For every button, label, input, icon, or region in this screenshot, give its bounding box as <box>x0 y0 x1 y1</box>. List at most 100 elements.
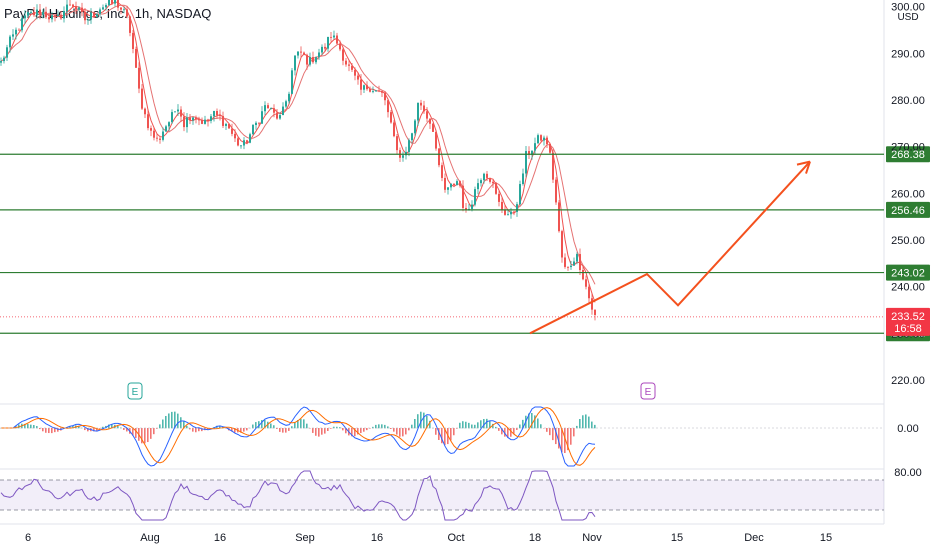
candle-body <box>48 17 50 20</box>
macd-histogram-bar <box>534 415 536 429</box>
candle-body <box>144 108 146 115</box>
candle-body <box>39 9 41 15</box>
macd-histogram-bar <box>576 425 578 429</box>
candle-body <box>411 133 413 141</box>
macd-histogram-bar <box>477 422 479 429</box>
candle-body <box>99 9 101 14</box>
macd-histogram-bar <box>45 428 47 433</box>
candle-body <box>348 64 350 66</box>
candle-body <box>42 11 44 15</box>
macd-histogram-bar <box>579 419 581 429</box>
macd-histogram-bar <box>168 413 170 429</box>
macd-histogram-bar <box>405 428 407 435</box>
macd-histogram-bar <box>33 425 35 429</box>
candle-body <box>321 46 323 53</box>
price-tick-label: 250.00 <box>891 235 925 247</box>
macd-histogram-bar <box>429 420 431 429</box>
candle-body <box>0 61 2 63</box>
macd-histogram-bar <box>144 428 146 444</box>
macd-histogram-bar <box>69 426 71 429</box>
candle-body <box>162 131 164 140</box>
candle-body <box>66 4 68 12</box>
macd-histogram-bar <box>486 418 488 429</box>
macd-histogram-bar <box>591 421 593 429</box>
macd-histogram-bar <box>30 424 32 429</box>
candle-body <box>231 128 233 134</box>
candle-body <box>279 115 281 119</box>
candle-body <box>45 11 47 18</box>
candle-body <box>132 32 134 49</box>
macd-histogram-bar <box>165 415 167 429</box>
candle-body <box>36 9 38 16</box>
macd-histogram-bar <box>531 412 533 429</box>
macd-histogram-bar <box>375 424 377 429</box>
price-tick-label: 290.00 <box>891 48 925 60</box>
candle-body <box>435 131 437 149</box>
candle-body <box>114 0 116 4</box>
candle-body <box>30 11 32 13</box>
candle-body <box>303 52 305 55</box>
bar-countdown: 16:58 <box>894 323 922 335</box>
candle-body <box>306 54 308 65</box>
macd-histogram-bar <box>192 428 194 432</box>
macd-histogram-bar <box>84 428 86 431</box>
earnings-marker-box <box>127 382 143 400</box>
candle-body <box>105 5 107 8</box>
candle-body <box>423 105 425 112</box>
candle-body <box>372 91 374 92</box>
candle-body <box>477 183 479 190</box>
rsi-indicator: 80.00 <box>0 467 922 521</box>
candle-body <box>159 138 161 140</box>
macd-histogram-bar <box>483 419 485 429</box>
candle-body <box>495 183 497 194</box>
earnings-marker[interactable]: E <box>127 382 143 400</box>
macd-histogram-bar <box>489 421 491 429</box>
candle-body <box>150 128 152 131</box>
candle-body <box>33 11 35 16</box>
candle-body <box>24 15 26 19</box>
macd-histogram-bar <box>321 428 323 435</box>
macd-histogram-bar <box>582 415 584 429</box>
earnings-marker[interactable]: E <box>640 382 656 400</box>
candle-body <box>315 57 317 63</box>
macd-histogram-bar <box>357 428 359 435</box>
macd-histogram-bar <box>273 425 275 429</box>
rsi-tick-label: 80.00 <box>894 467 922 479</box>
candle-body <box>291 70 293 94</box>
macd-tick-label: 0.00 <box>897 423 918 435</box>
price-level-badge <box>886 264 930 281</box>
candle-body <box>204 119 206 124</box>
candle-body <box>537 135 539 144</box>
macd-histogram-bar <box>288 428 290 431</box>
projection-drawing[interactable] <box>529 160 811 335</box>
candle-body <box>330 36 332 38</box>
macd-histogram-bar <box>252 424 254 429</box>
macd-histogram-bar <box>270 423 272 429</box>
candle-body <box>318 52 320 58</box>
candle-body <box>474 189 476 205</box>
candle-body <box>228 123 230 129</box>
macd-histogram-bar <box>399 428 401 437</box>
candle-body <box>156 137 158 139</box>
macd-histogram-bar <box>549 428 551 436</box>
projection-path[interactable] <box>529 160 811 335</box>
macd-histogram-bar <box>177 413 179 429</box>
candle-body <box>363 85 365 90</box>
candle-body <box>438 148 440 166</box>
macd-histogram-bar <box>369 428 371 429</box>
candle-body <box>528 151 530 155</box>
candle-body <box>177 109 179 112</box>
candle-body <box>432 123 434 132</box>
candle-body <box>579 254 581 271</box>
macd-histogram-bar <box>456 428 458 429</box>
candle-body <box>564 257 566 267</box>
candle-body <box>180 109 182 117</box>
macd-histogram-bar <box>573 428 575 437</box>
macd-histogram-bar <box>408 428 410 431</box>
time-tick-label: Oct <box>447 532 464 544</box>
macd-histogram-bar <box>384 424 386 429</box>
